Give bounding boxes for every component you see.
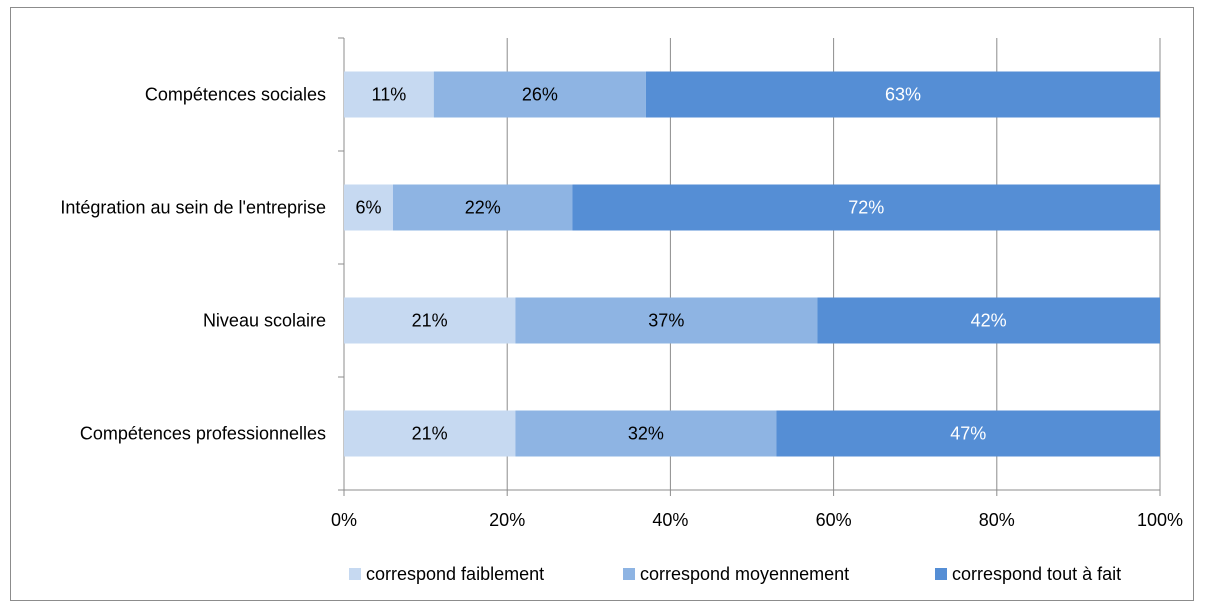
bar-segment (572, 184, 1160, 231)
data-label: 32% (628, 424, 664, 444)
data-label: 37% (648, 311, 684, 331)
legend-swatch (349, 568, 361, 580)
bar-segment (344, 410, 516, 457)
x-tick-label: 40% (652, 510, 688, 530)
data-label: 42% (971, 311, 1007, 331)
legend-label: correspond moyennement (640, 564, 849, 584)
data-label: 6% (355, 198, 381, 218)
category-label: Compétences professionnelles (80, 424, 326, 444)
x-tick-label: 20% (489, 510, 525, 530)
legend-swatch (935, 568, 947, 580)
bar-segment (645, 71, 1160, 118)
legend-label: correspond tout à fait (952, 564, 1121, 584)
bar-segment (344, 184, 393, 231)
chart-frame (10, 7, 1194, 601)
data-label: 63% (885, 85, 921, 105)
data-label: 21% (412, 311, 448, 331)
bar-segment (344, 297, 516, 344)
bar-segment (433, 71, 646, 118)
x-tick-label: 60% (816, 510, 852, 530)
data-label: 11% (372, 85, 407, 105)
bar-segment (515, 410, 777, 457)
legend-swatch (623, 568, 635, 580)
category-label: Intégration au sein de l'entreprise (60, 198, 326, 218)
data-label: 26% (522, 85, 558, 105)
data-label: 21% (412, 424, 448, 444)
bar-segment (344, 71, 434, 118)
data-label: 47% (950, 424, 986, 444)
category-label: Niveau scolaire (203, 311, 326, 331)
legend-label: correspond faiblement (366, 564, 544, 584)
data-label: 72% (848, 198, 884, 218)
x-tick-label: 80% (979, 510, 1015, 530)
bar-segment (515, 297, 818, 344)
category-label: Compétences sociales (145, 85, 326, 105)
x-tick-label: 0% (331, 510, 357, 530)
data-label: 22% (465, 198, 501, 218)
x-tick-label: 100% (1137, 510, 1183, 530)
bar-segment (776, 410, 1160, 457)
bar-segment (392, 184, 573, 231)
bar-segment (817, 297, 1160, 344)
